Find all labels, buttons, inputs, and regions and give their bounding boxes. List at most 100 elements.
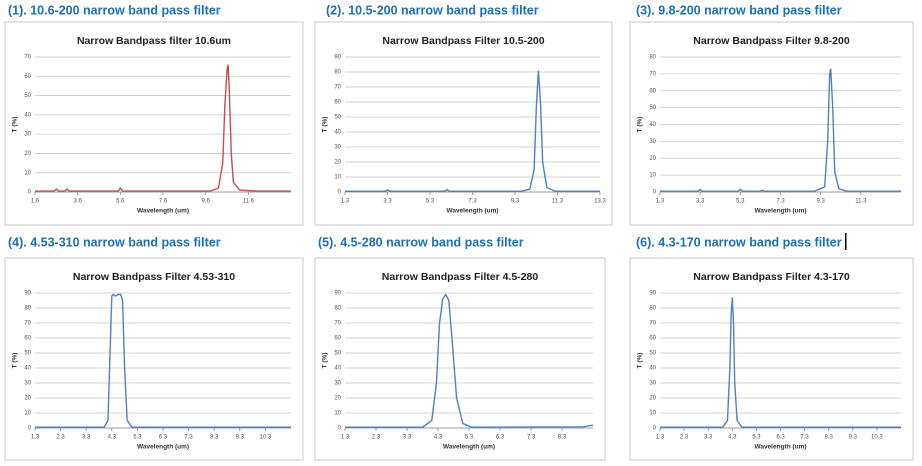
y-tick-label: 10: [334, 411, 341, 417]
y-tick-label: 60: [334, 336, 341, 342]
chart-title: Narrow Bandpass Filter 4.5-280: [382, 271, 539, 283]
y-tick-label: 10: [24, 411, 31, 417]
x-tick-label: 10.3: [260, 435, 272, 441]
y-tick-label: 10: [649, 411, 656, 417]
chart-title: Narrow Bandpass filter 10.6um: [77, 35, 231, 47]
x-tick-label: 10.3: [871, 435, 883, 441]
x-axis-label: Wavelength (um): [446, 208, 498, 215]
x-axis-label: Wavelength (um): [443, 444, 495, 451]
chart-frame: [314, 257, 606, 461]
x-tick-label: 8.3: [825, 435, 834, 441]
y-tick-label: 50: [24, 93, 31, 99]
section-heading: (3). 9.8-200 narrow band pass filter: [636, 3, 842, 17]
y-tick-label: 80: [24, 306, 31, 312]
y-tick-label: 20: [24, 151, 31, 157]
x-tick-label: 7.3: [468, 199, 477, 205]
x-tick-label: 3.3: [383, 199, 392, 205]
chart-frame: [314, 21, 613, 226]
y-tick-label: 60: [649, 336, 656, 342]
x-tick-label: 1.3: [341, 435, 350, 441]
x-tick-label: 3.6: [73, 199, 82, 205]
chart-frame: [4, 257, 304, 461]
y-axis-label: T (%): [12, 117, 19, 133]
y-tick-label: 60: [649, 88, 656, 94]
y-tick-label: 20: [334, 160, 341, 166]
chart-title: Narrow Bandpass Filter 4.3-170: [693, 271, 850, 283]
x-tick-label: 9.3: [849, 435, 858, 441]
y-tick-label: 50: [334, 351, 341, 357]
y-tick-label: 50: [649, 351, 656, 357]
y-tick-label: 10: [24, 170, 31, 176]
x-tick-label: 13.3: [594, 199, 606, 205]
section-heading: (2). 10.5-200 narrow band pass filter: [326, 3, 539, 17]
chart-title: Narrow Bandpass Filter 10.5-200: [382, 35, 544, 47]
x-tick-label: 2.3: [56, 435, 65, 441]
x-tick-label: 9.3: [511, 199, 520, 205]
y-tick-label: 30: [649, 381, 656, 387]
chart-frame: [4, 21, 304, 226]
y-tick-label: 70: [334, 321, 341, 327]
chart-title: Narrow Bandpass Filter 9.8-200: [693, 35, 850, 47]
chart-frame: [629, 21, 914, 226]
y-tick-label: 0: [28, 190, 32, 196]
y-tick-label: 40: [649, 366, 656, 372]
y-tick-label: 30: [334, 381, 341, 387]
data-line: [35, 64, 291, 192]
y-tick-label: 10: [649, 173, 656, 179]
y-tick-label: 80: [334, 70, 341, 76]
x-tick-label: 6.3: [496, 435, 505, 441]
y-axis-label: T (%): [322, 353, 329, 369]
x-tick-label: 2.3: [680, 435, 689, 441]
x-tick-label: 11.3: [855, 199, 867, 205]
y-tick-label: 80: [334, 306, 341, 312]
y-tick-label: 0: [28, 426, 32, 432]
y-tick-label: 0: [653, 426, 657, 432]
y-tick-label: 50: [334, 115, 341, 121]
x-tick-label: 9.3: [236, 435, 245, 441]
y-tick-label: 70: [649, 321, 656, 327]
chart-frame: [629, 257, 914, 461]
x-tick-label: 9.6: [201, 199, 210, 205]
y-tick-label: 20: [649, 156, 656, 162]
x-tick-label: 7.3: [184, 435, 193, 441]
y-tick-label: 10: [334, 175, 341, 181]
y-tick-label: 40: [24, 366, 31, 372]
section-heading: (4). 4.53-310 narrow band pass filter: [8, 235, 221, 249]
x-tick-label: 5.3: [736, 199, 745, 205]
y-tick-label: 20: [334, 396, 341, 402]
x-tick-label: 5.3: [426, 199, 435, 205]
y-tick-label: 60: [334, 100, 341, 106]
y-tick-label: 30: [24, 381, 31, 387]
x-axis-label: Wavelength (um): [754, 208, 806, 215]
y-tick-label: 90: [334, 55, 341, 61]
x-tick-label: 1.3: [31, 435, 40, 441]
x-tick-label: 5.3: [133, 435, 142, 441]
y-tick-label: 40: [334, 366, 341, 372]
x-tick-label: 8.3: [558, 435, 567, 441]
y-tick-label: 70: [649, 71, 656, 77]
y-axis-label: T (%): [637, 353, 644, 369]
data-line: [35, 293, 291, 428]
x-tick-label: 3.3: [403, 435, 412, 441]
x-axis-label: Wavelength (um): [137, 444, 189, 451]
x-tick-label: 1.3: [656, 199, 665, 205]
chart-title: Narrow Bandpass Filter 4.53-310: [73, 271, 235, 283]
x-tick-label: 3.3: [704, 435, 713, 441]
y-tick-label: 60: [24, 74, 31, 80]
data-line: [345, 70, 600, 192]
x-tick-label: 1.3: [656, 435, 665, 441]
x-tick-label: 7.3: [776, 199, 785, 205]
y-axis-label: T (%): [637, 117, 644, 133]
y-tick-label: 30: [649, 139, 656, 145]
y-tick-label: 70: [24, 321, 31, 327]
x-tick-label: 2.3: [372, 435, 381, 441]
x-tick-label: 7.3: [800, 435, 809, 441]
x-tick-label: 1.6: [31, 199, 40, 205]
y-tick-label: 20: [24, 396, 31, 402]
x-tick-label: 7.3: [527, 435, 536, 441]
x-axis-label: Wavelength (um): [137, 208, 189, 215]
text-cursor: [845, 233, 847, 250]
y-axis-label: T (%): [12, 353, 19, 369]
x-tick-label: 6.3: [776, 435, 785, 441]
